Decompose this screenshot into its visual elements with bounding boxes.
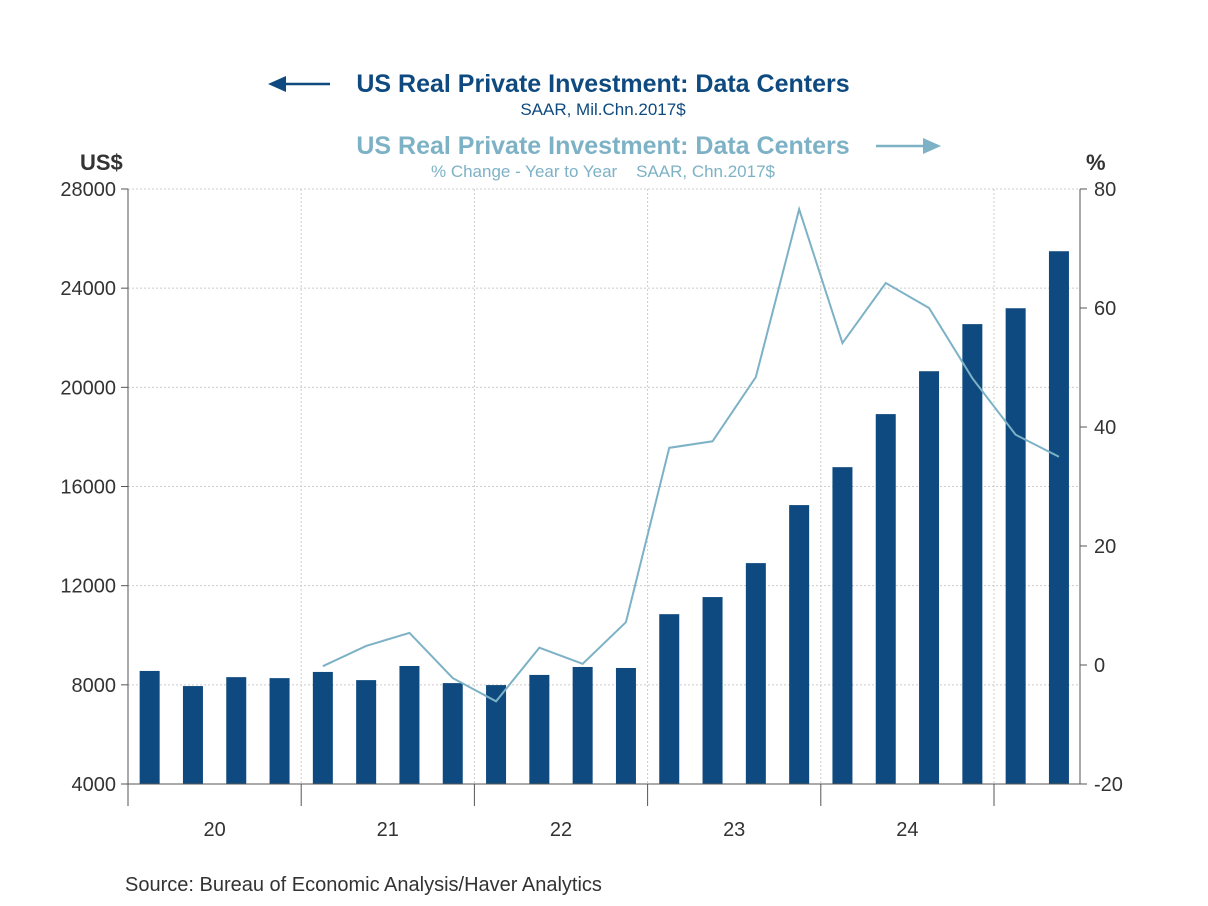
bar xyxy=(659,614,680,784)
right-tick-label: -20 xyxy=(1094,774,1123,796)
legend-bars: US Real Private Investment: Data Centers… xyxy=(268,70,850,119)
bar xyxy=(615,667,636,784)
bar xyxy=(789,505,810,784)
legend-line-subtitle: % Change - Year to Year SAAR, Chn.2017$ xyxy=(431,162,776,181)
axes: 4000 8000 12000 16000 20000 24000 28000 -20 0 20 4… xyxy=(60,179,1123,841)
bar xyxy=(919,371,940,784)
bar xyxy=(269,678,290,784)
left-tick-label: 4000 xyxy=(72,774,117,796)
bar xyxy=(572,666,593,784)
left-tick-label: 20000 xyxy=(60,377,116,399)
legend-line-title: US Real Private Investment: Data Centers xyxy=(356,132,849,160)
right-arrow-icon xyxy=(923,138,941,154)
bar xyxy=(702,597,723,784)
legend-bars-subtitle: SAAR, Mil.Chn.2017$ xyxy=(520,100,686,119)
left-tick-label: 28000 xyxy=(60,179,116,201)
bar xyxy=(1048,251,1069,785)
bar xyxy=(139,670,160,784)
bar xyxy=(312,671,333,784)
yoy-line xyxy=(322,205,1060,703)
bar xyxy=(1005,308,1026,784)
right-tick-label: 20 xyxy=(1094,536,1116,558)
bar xyxy=(442,683,463,784)
bar xyxy=(226,677,247,784)
x-tick-label: 22 xyxy=(550,819,572,841)
left-arrow-icon xyxy=(268,76,286,92)
right-axis-label: % xyxy=(1086,150,1106,175)
bar xyxy=(529,674,550,784)
left-axis-label: US$ xyxy=(80,150,123,175)
bar xyxy=(399,665,420,784)
left-tick-label: 8000 xyxy=(72,675,117,697)
legend-line: US Real Private Investment: Data Centers… xyxy=(356,132,941,181)
left-tick-label: 12000 xyxy=(60,576,116,598)
line-series xyxy=(322,205,1060,703)
x-tick-label: 20 xyxy=(203,819,225,841)
bars xyxy=(139,251,1069,785)
bar xyxy=(875,414,896,784)
bar xyxy=(356,680,377,784)
bar xyxy=(182,686,203,784)
x-tick-label: 23 xyxy=(723,819,745,841)
right-tick-label: 80 xyxy=(1094,179,1116,201)
left-tick-label: 24000 xyxy=(60,278,116,300)
right-tick-label: 0 xyxy=(1094,655,1105,677)
x-tick-label: 24 xyxy=(896,819,918,841)
right-tick-label: 40 xyxy=(1094,417,1116,439)
bar xyxy=(962,324,983,784)
right-tick-label: 60 xyxy=(1094,298,1116,320)
x-tick-label: 21 xyxy=(377,819,399,841)
legend-bars-title: US Real Private Investment: Data Centers xyxy=(356,70,849,98)
source-note: Source: Bureau of Economic Analysis/Have… xyxy=(125,874,602,896)
bar xyxy=(745,563,766,784)
left-tick-label: 16000 xyxy=(60,477,116,499)
bar xyxy=(832,467,853,784)
bar xyxy=(486,685,507,784)
